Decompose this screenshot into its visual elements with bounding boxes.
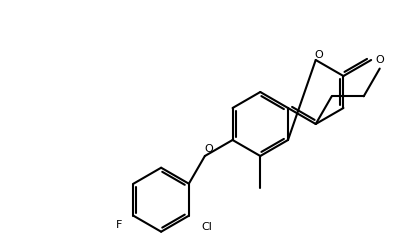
Text: F: F [116,220,122,230]
Text: O: O [314,50,323,60]
Text: O: O [204,144,213,154]
Text: Cl: Cl [201,222,212,232]
Text: O: O [376,55,385,65]
